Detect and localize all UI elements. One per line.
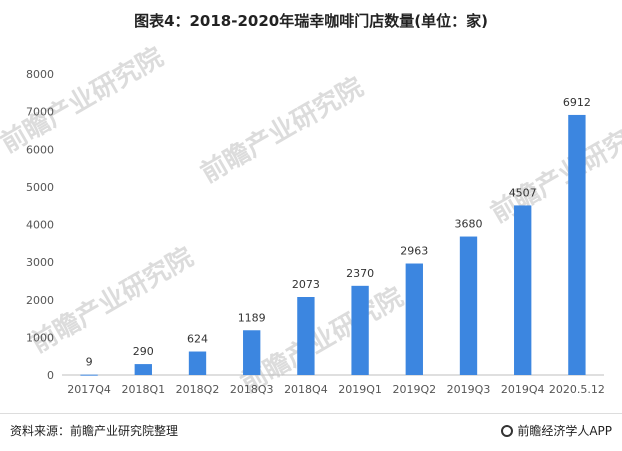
data-label: 2963 <box>400 245 428 258</box>
x-tick-label: 2017Q4 <box>67 383 111 396</box>
bar <box>80 374 98 376</box>
data-label: 4507 <box>509 186 537 199</box>
footer: 资料来源：前瞻产业研究院整理 前瞻经济学人APP <box>0 418 622 442</box>
bar <box>297 297 315 375</box>
brand-label: 前瞻经济学人APP <box>517 424 612 438</box>
brand: 前瞻经济学人APP <box>501 422 612 439</box>
y-tick-label: 2000 <box>26 294 54 307</box>
data-label: 1189 <box>238 311 266 324</box>
bar <box>405 263 423 375</box>
x-tick-label: 2019Q3 <box>447 383 491 396</box>
bar <box>514 205 532 375</box>
y-tick-label: 4000 <box>26 219 54 232</box>
source-note: 资料来源：前瞻产业研究院整理 <box>10 424 179 438</box>
x-tick-label: 2018Q3 <box>230 383 274 396</box>
x-tick-label: 2018Q4 <box>284 383 328 396</box>
bar <box>568 114 586 375</box>
data-label: 290 <box>133 345 154 358</box>
bar <box>134 364 152 375</box>
x-tick-label: 2018Q2 <box>176 383 220 396</box>
x-tick-label: 2019Q2 <box>392 383 436 396</box>
y-tick-label: 7000 <box>26 106 54 119</box>
data-label: 6912 <box>563 96 591 109</box>
x-tick-label: 2019Q1 <box>338 383 382 396</box>
bar-chart-svg: 0 1000 2000 3000 4000 5000 6000 7000 8000 9 2017Q4… <box>26 68 605 396</box>
divider <box>0 413 622 414</box>
y-tick-label: 5000 <box>26 181 54 194</box>
y-tick-label: 8000 <box>26 68 54 81</box>
y-tick-label: 0 <box>47 369 54 382</box>
bar <box>351 285 369 375</box>
ring-icon <box>501 424 514 437</box>
data-label: 624 <box>187 333 208 346</box>
x-tick-label: 2018Q1 <box>121 383 165 396</box>
data-label: 2370 <box>346 267 374 280</box>
data-label: 9 <box>86 356 93 369</box>
x-tick-label: 2019Q4 <box>501 383 545 396</box>
bar <box>459 236 478 375</box>
data-label: 2073 <box>292 278 320 291</box>
y-tick-label: 6000 <box>26 143 54 156</box>
bar-chart: 0 1000 2000 3000 4000 5000 6000 7000 8000 9 2017Q4… <box>0 40 622 410</box>
data-label: 3680 <box>455 218 483 231</box>
chart-title: 图表4：2018-2020年瑞幸咖啡门店数量(单位：家) <box>134 12 488 30</box>
y-tick-label: 3000 <box>26 256 54 269</box>
bar <box>188 351 207 375</box>
bar <box>243 330 261 375</box>
x-tick-label: 2020.5.12 <box>549 383 605 396</box>
y-tick-label: 1000 <box>26 331 54 344</box>
